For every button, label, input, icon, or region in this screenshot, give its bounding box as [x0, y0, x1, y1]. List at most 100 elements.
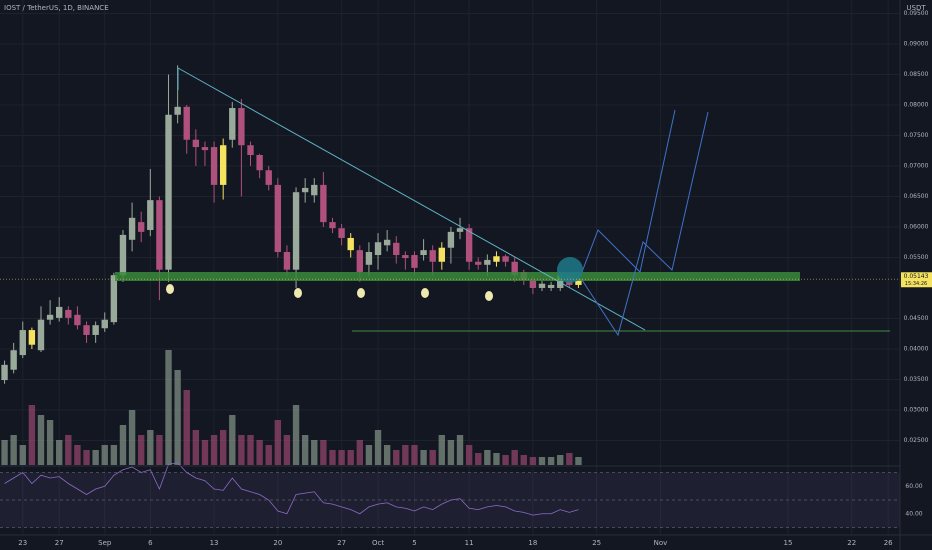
x-tick-label: 25 [592, 539, 601, 547]
y-tick-label: 0.02500 [904, 437, 929, 444]
volume-bar [247, 435, 254, 465]
volume-bar [174, 370, 181, 465]
y-tick-label: 0.05500 [904, 254, 929, 261]
volume-bar [83, 450, 90, 465]
y-tick-label: 0.09500 [904, 10, 929, 17]
rsi-tick-label: 60.00 [905, 483, 922, 490]
candle-body [256, 155, 263, 171]
candle-body [493, 256, 500, 262]
candle-body [210, 147, 218, 185]
candle-body [92, 325, 99, 335]
volume-bar [475, 453, 482, 465]
candle-body [320, 184, 327, 223]
volume-bar [438, 435, 445, 465]
candle-body [147, 200, 154, 231]
volume-bar [283, 435, 291, 465]
candle-body [265, 170, 272, 185]
candle-body [475, 261, 482, 265]
volume-bar [420, 450, 427, 465]
marker [357, 288, 365, 298]
volume-bar [292, 405, 300, 465]
rsi-line [4, 462, 579, 516]
candle-body [247, 145, 254, 155]
candle-body [402, 255, 409, 259]
last-price-box [901, 272, 932, 288]
candle-body [19, 330, 26, 356]
candle-body [183, 106, 190, 140]
candle-body [292, 192, 300, 270]
candle-body [37, 319, 45, 351]
currency-label: USDT [906, 4, 926, 12]
candle-body [274, 184, 282, 252]
volume-bar [547, 457, 555, 465]
marker [485, 291, 493, 301]
candle-body [447, 231, 455, 248]
volume-bar [210, 435, 218, 465]
volume-bar [19, 445, 26, 465]
volume-bar [411, 445, 418, 465]
candle-body [192, 139, 200, 148]
candle-body [65, 309, 72, 318]
volume-bar [402, 445, 409, 465]
candle-body [165, 114, 172, 270]
volume-bar [128, 410, 136, 465]
candle-body [438, 247, 445, 262]
volume-bar [557, 455, 564, 465]
symbol-title: IOST / TetherUS, 1D, BINANCE [4, 4, 109, 12]
candle-body [538, 283, 546, 288]
candle-body [219, 145, 227, 185]
candle-body [420, 250, 427, 256]
y-tick-label: 0.03000 [904, 406, 929, 413]
y-tick-label: 0.06000 [904, 223, 929, 230]
x-tick-label: Oct [372, 539, 384, 547]
volume-bar [183, 390, 190, 465]
volume-bar [566, 453, 573, 465]
volume-bar [28, 405, 36, 465]
y-tick-label: 0.04000 [904, 345, 929, 352]
projection-up [581, 109, 676, 274]
volume-bar [374, 430, 382, 465]
candle-body [557, 275, 564, 288]
candle-body [511, 261, 518, 276]
volume-bar [383, 445, 391, 465]
volume-bar [165, 350, 172, 465]
candle-body [201, 147, 209, 151]
candle-body [383, 239, 391, 246]
candle-body [465, 228, 473, 262]
y-tick-label: 0.07000 [904, 162, 929, 169]
candle-body [311, 184, 318, 196]
support-zone [115, 272, 800, 281]
candle-body [83, 325, 90, 335]
candle-body [347, 237, 354, 251]
volume-bar [456, 435, 464, 465]
candle-body [547, 284, 555, 288]
last-price-label: 0.05143 [904, 273, 929, 280]
x-tick-label: 26 [884, 539, 893, 547]
volume-bar [393, 450, 400, 465]
trend-line [177, 67, 646, 331]
x-tick-label: 23 [18, 539, 27, 547]
y-tick-label: 0.06500 [904, 193, 929, 200]
candle-body [429, 250, 436, 262]
volume-bar [10, 435, 17, 465]
x-tick-label: 27 [55, 539, 64, 547]
marker [421, 288, 429, 298]
volume-bar [575, 457, 582, 465]
candle-body [119, 234, 127, 276]
volume-bar [92, 450, 99, 465]
volume-bar [493, 453, 500, 465]
candle-body [110, 275, 118, 323]
candle-body [229, 108, 236, 140]
volume-bar [201, 440, 209, 465]
y-tick-label: 0.08500 [904, 71, 929, 78]
candle-body [174, 106, 181, 115]
y-tick-label: 0.07500 [904, 132, 929, 139]
volume-bar [219, 430, 227, 465]
volume-bar [538, 457, 546, 465]
x-tick-label: Nov [654, 539, 668, 547]
candle-body [56, 306, 63, 318]
candle-body [393, 242, 400, 256]
volume-bar [147, 430, 154, 465]
volume-bar [338, 450, 345, 465]
marker [294, 288, 302, 298]
